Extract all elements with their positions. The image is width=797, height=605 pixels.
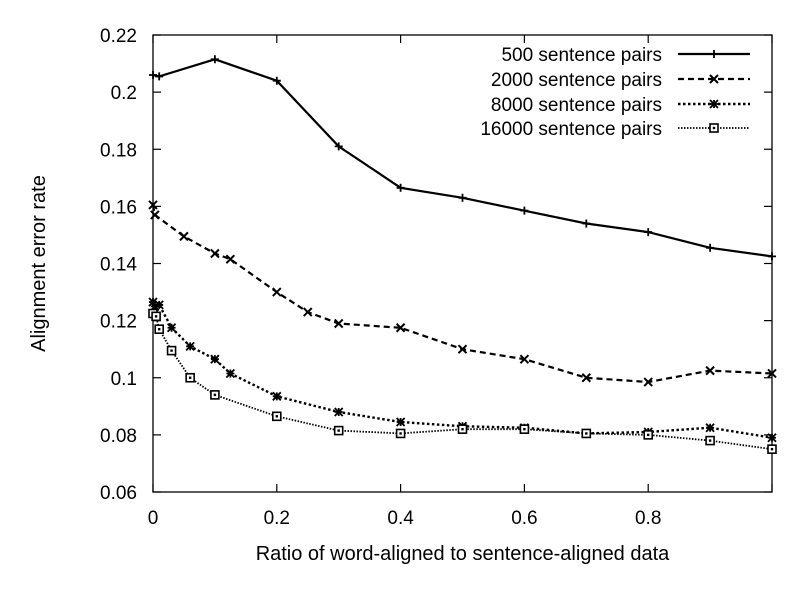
data-point xyxy=(185,372,195,383)
data-point xyxy=(148,297,158,307)
data-point xyxy=(272,287,282,297)
axis-ticks: 0.06 0.08 0.1 0.12 0.14 0.16 0.18 0.2 0.22 0 0.2 0.… xyxy=(100,26,773,529)
x-tick-label: 0 xyxy=(148,508,159,529)
data-point xyxy=(643,377,653,387)
data-point xyxy=(210,55,219,64)
data-point xyxy=(166,345,177,356)
legend-marker xyxy=(709,123,719,133)
series-line xyxy=(151,204,773,384)
data-point xyxy=(395,428,406,439)
data-point xyxy=(396,183,405,192)
data-point xyxy=(148,200,158,210)
legend-label: 500 sentence pairs xyxy=(501,45,662,66)
legend: 500 sentence pairs 2000 sentence pairs 800… xyxy=(480,45,750,140)
legend-item: 8000 sentence pairs xyxy=(491,95,750,116)
data-point xyxy=(272,76,281,85)
y-tick-label: 0.18 xyxy=(100,140,137,161)
legend-label: 16000 sentence pairs xyxy=(480,119,662,140)
y-tick-label: 0.2 xyxy=(111,83,137,104)
y-tick-label: 0.14 xyxy=(100,255,137,276)
data-point xyxy=(395,417,406,427)
data-point xyxy=(149,70,157,79)
x-tick-label: 0.4 xyxy=(387,508,414,529)
x-tick-label: 0.2 xyxy=(264,508,290,529)
x-tick-label: 0.6 xyxy=(511,508,537,529)
y-tick-label: 0.06 xyxy=(100,483,137,504)
data-point xyxy=(150,301,160,311)
data-point xyxy=(519,424,530,434)
data-point xyxy=(520,206,529,215)
y-tick-label: 0.08 xyxy=(100,426,137,447)
legend-label: 2000 sentence pairs xyxy=(491,70,662,91)
legend-item: 2000 sentence pairs xyxy=(491,70,750,91)
data-point xyxy=(210,390,220,400)
data-point xyxy=(333,425,344,436)
series-layer xyxy=(148,55,777,454)
data-point xyxy=(768,252,776,261)
data-point xyxy=(151,311,161,322)
data-point xyxy=(705,423,715,433)
series-line xyxy=(151,301,773,439)
legend-marker xyxy=(709,74,719,84)
y-axis-title: Alignment error rate xyxy=(28,175,50,352)
x-axis-title: Ratio of word-aligned to sentence-aligne… xyxy=(256,543,670,565)
data-point xyxy=(582,219,591,228)
legend-marker xyxy=(710,50,718,58)
data-point xyxy=(767,433,777,443)
data-point xyxy=(458,193,467,202)
data-point xyxy=(643,430,654,440)
data-point xyxy=(457,344,468,354)
data-point xyxy=(272,391,282,401)
legend-label: 8000 sentence pairs xyxy=(491,95,662,116)
data-point xyxy=(767,368,777,379)
series-2 xyxy=(148,200,777,387)
data-point xyxy=(581,373,592,383)
data-point xyxy=(179,231,189,242)
data-point xyxy=(457,424,468,434)
data-point xyxy=(154,324,164,334)
data-point xyxy=(155,72,164,81)
series-line xyxy=(152,58,773,258)
data-point xyxy=(271,411,282,422)
y-tick-label: 0.16 xyxy=(100,197,137,218)
data-point xyxy=(210,248,220,259)
data-point xyxy=(150,210,160,220)
data-point xyxy=(334,142,343,151)
data-point xyxy=(334,407,344,417)
data-point xyxy=(166,323,177,333)
legend-marker xyxy=(709,99,719,109)
data-point xyxy=(210,354,220,364)
series-3 xyxy=(148,297,777,443)
data-point xyxy=(333,318,344,329)
data-point xyxy=(705,365,715,376)
series-1 xyxy=(149,55,776,261)
y-tick-label: 0.22 xyxy=(100,26,137,47)
data-point xyxy=(644,228,653,237)
x-tick-label: 0.8 xyxy=(635,508,661,529)
data-point xyxy=(705,435,715,446)
legend-item: 16000 sentence pairs xyxy=(480,119,750,140)
data-point xyxy=(185,341,195,351)
legend-item: 500 sentence pairs xyxy=(501,45,750,66)
data-point xyxy=(225,254,236,264)
y-tick-label: 0.12 xyxy=(100,312,137,333)
data-point xyxy=(225,368,236,379)
data-point xyxy=(303,307,313,317)
data-point xyxy=(154,300,164,310)
series-4 xyxy=(148,308,777,454)
data-point xyxy=(767,444,777,454)
data-point xyxy=(706,243,715,252)
y-tick-label: 0.1 xyxy=(111,369,137,390)
data-point xyxy=(581,428,592,439)
data-point xyxy=(395,323,406,333)
data-point xyxy=(519,354,530,364)
